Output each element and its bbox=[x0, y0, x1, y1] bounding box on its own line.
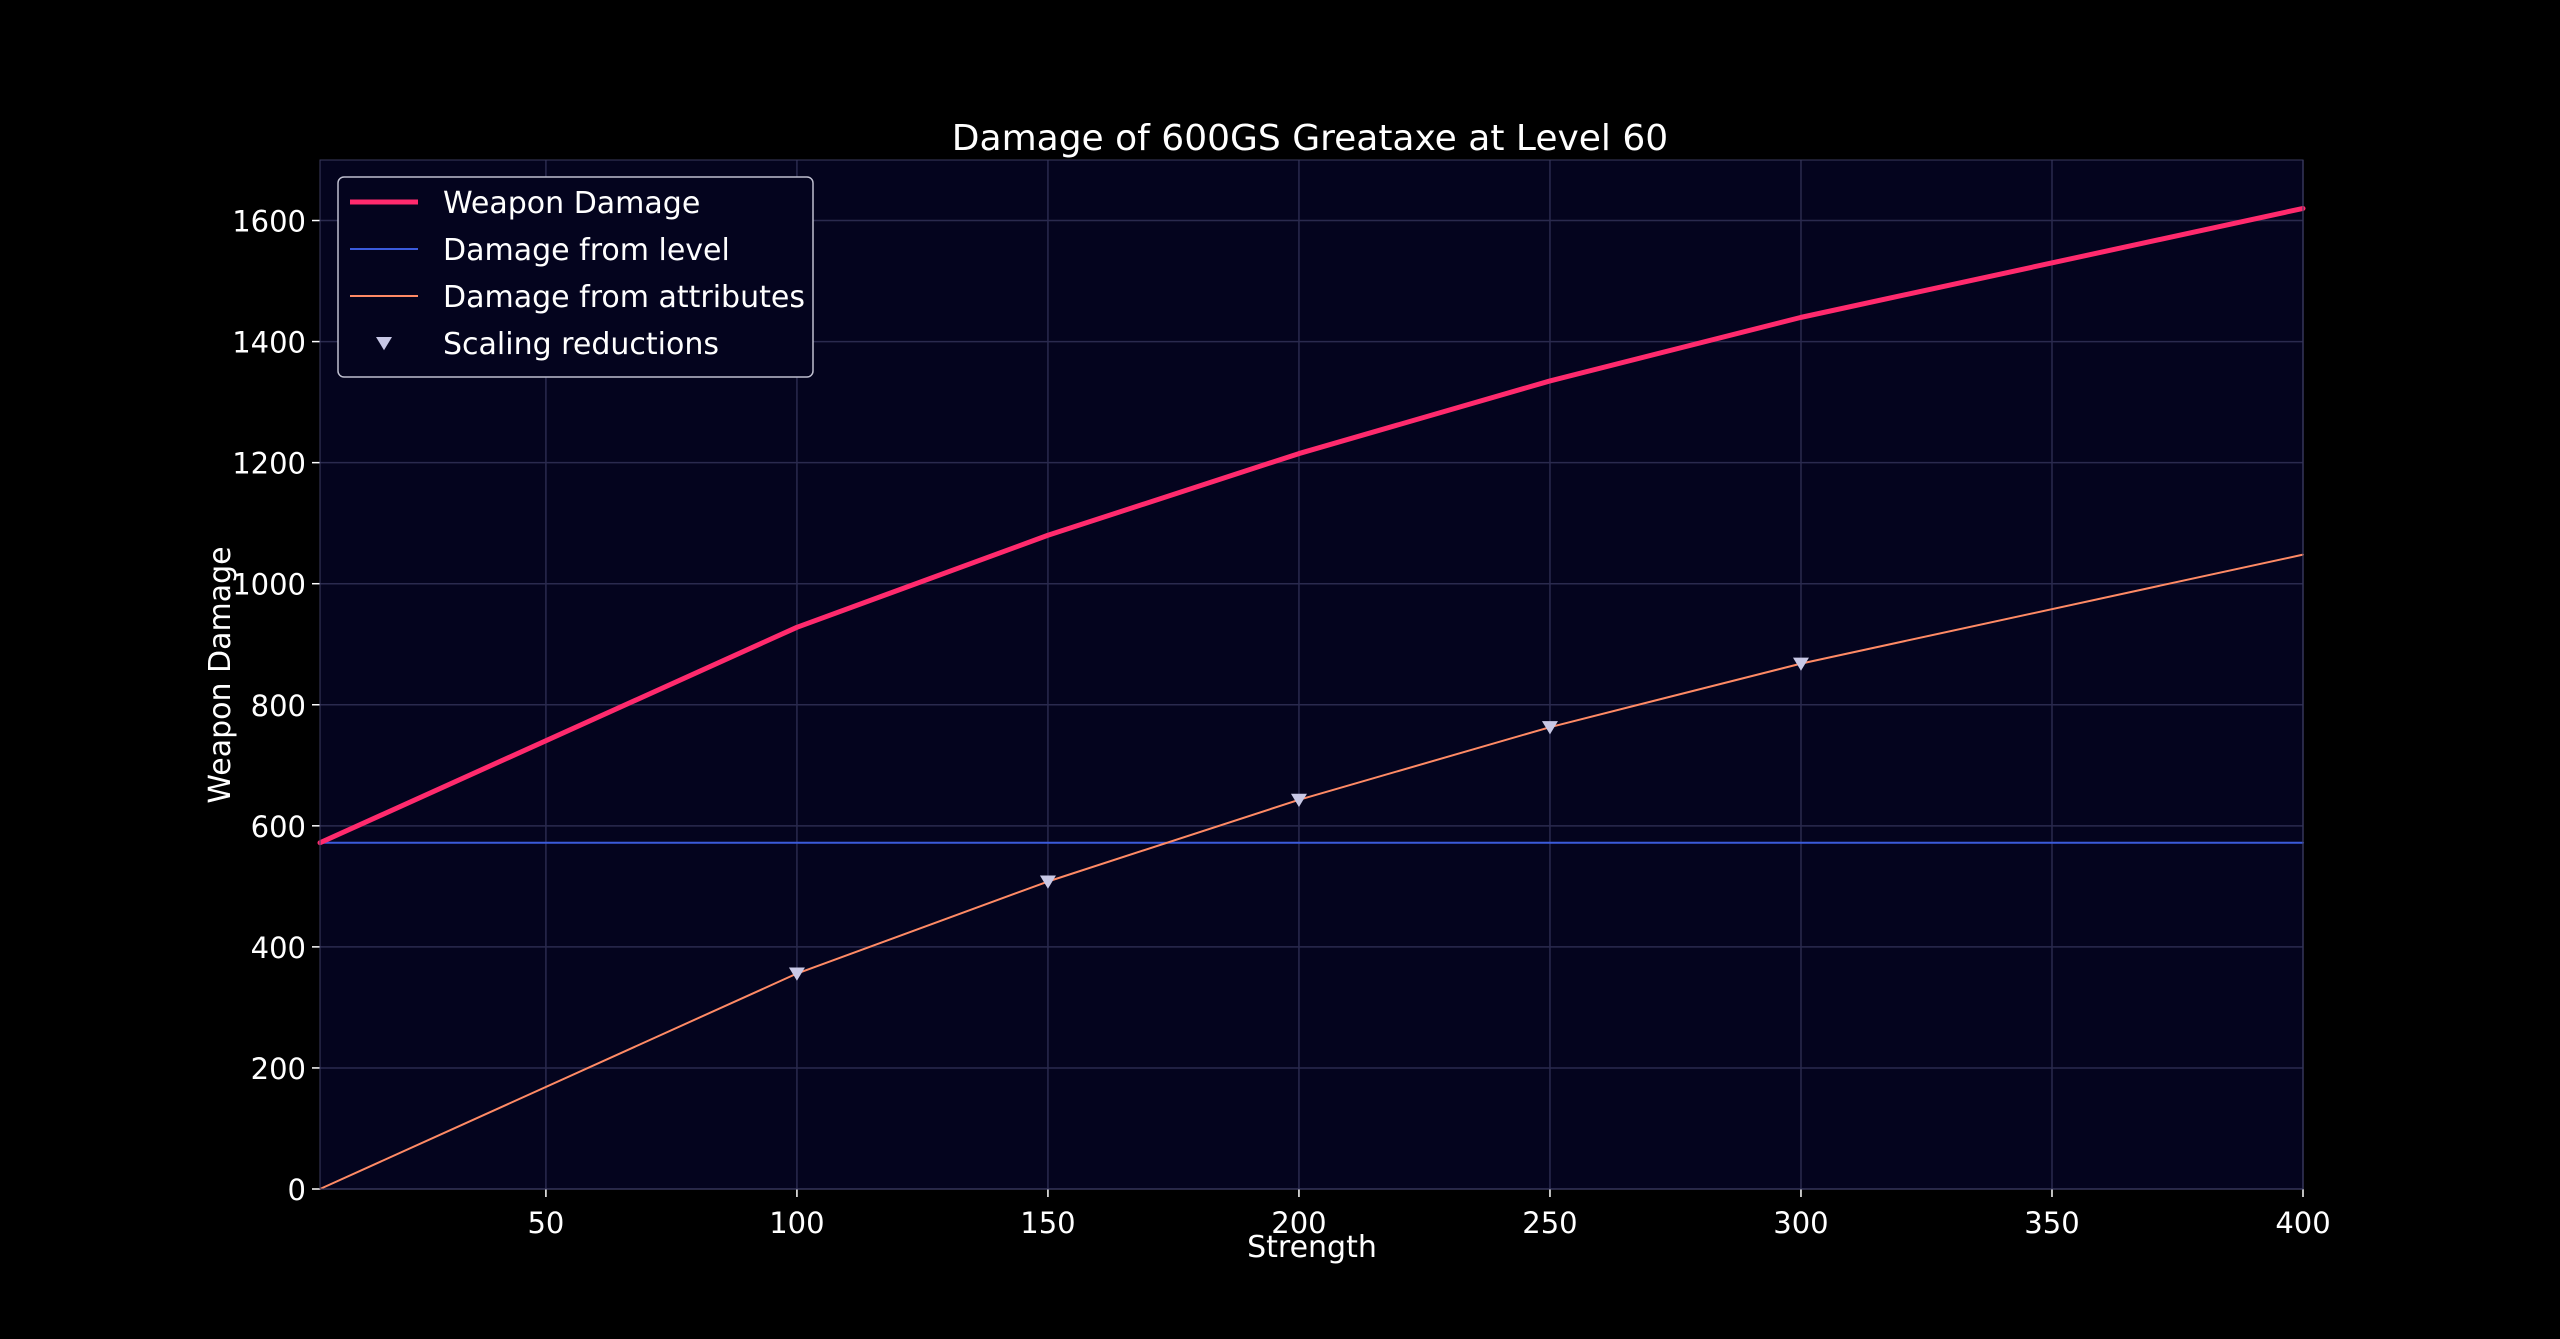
chart-title: Damage of 600GS Greataxe at Level 60 bbox=[952, 118, 1668, 159]
y-axis-label: Weapon Damage bbox=[203, 546, 238, 803]
axes: 50 100 150 200 250 300 350 400 0 200 400 600 800 1000… bbox=[232, 159, 2331, 1240]
legend-label: Damage from level bbox=[443, 233, 730, 268]
legend: Weapon Damage Damage from level Damage fro… bbox=[337, 176, 814, 378]
x-tick-label: 300 bbox=[1773, 1206, 1828, 1240]
x-tick-label: 250 bbox=[1522, 1206, 1577, 1240]
marker-point bbox=[788, 967, 805, 981]
marker-point bbox=[1039, 875, 1056, 889]
legend-label: Damage from attributes bbox=[443, 280, 805, 315]
legend-swatch bbox=[376, 337, 392, 351]
y-tick-label: 1400 bbox=[232, 326, 306, 360]
marker-point bbox=[1541, 721, 1558, 735]
plot-frame bbox=[319, 159, 2304, 1190]
y-tick-label: 0 bbox=[288, 1173, 306, 1207]
marker-point bbox=[1290, 793, 1307, 807]
x-tick-label: 400 bbox=[2275, 1206, 2330, 1240]
legend-label: Scaling reductions bbox=[443, 327, 719, 362]
y-tick-label: 1000 bbox=[232, 568, 306, 602]
x-tick-label: 350 bbox=[2024, 1206, 2079, 1240]
y-tick-label: 400 bbox=[251, 931, 306, 965]
y-tick-label: 1200 bbox=[232, 447, 306, 481]
legend-box bbox=[337, 176, 814, 378]
y-tick-label: 1600 bbox=[232, 205, 306, 239]
y-tick-label: 200 bbox=[251, 1052, 306, 1086]
series-layer bbox=[317, 205, 2306, 1190]
x-tick-label: 50 bbox=[527, 1206, 564, 1240]
y-tick-label: 800 bbox=[251, 689, 306, 723]
x-tick-label: 200 bbox=[1271, 1206, 1326, 1240]
x-tick-label: 100 bbox=[769, 1206, 824, 1240]
x-tick-label: 150 bbox=[1020, 1206, 1075, 1240]
series-line bbox=[317, 205, 2306, 846]
marker-point bbox=[1792, 657, 1809, 671]
legend-label: Weapon Damage bbox=[443, 186, 700, 221]
y-tick-label: 600 bbox=[251, 810, 306, 844]
x-axis-label: Strength bbox=[1247, 1230, 1377, 1265]
